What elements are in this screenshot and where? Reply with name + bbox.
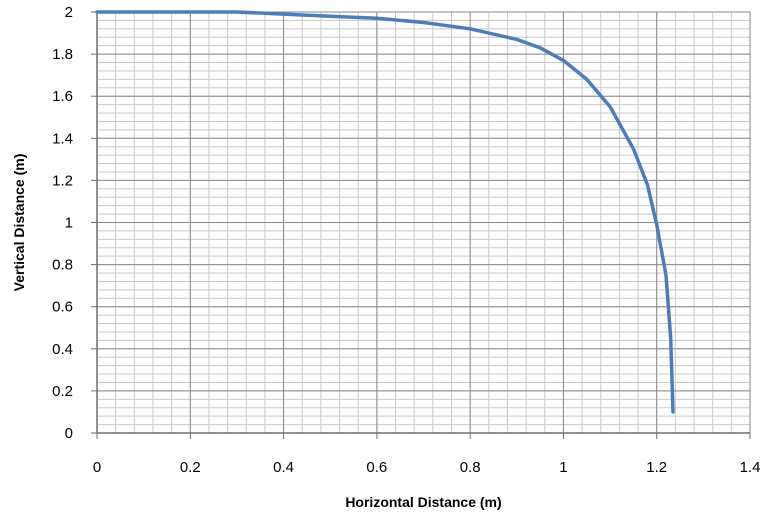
y-tick-label: 1.8	[52, 46, 73, 63]
y-tick-labels: 0 0.2 0.4 0.6 0.8 1 1.2 1.4 1.6 1.8 2	[52, 4, 73, 442]
x-tick-label: 0.4	[273, 459, 294, 476]
x-tick-label: 1.2	[646, 459, 667, 476]
x-tick-labels: 0 0.2 0.4 0.6 0.8 1 1.2 1.4	[93, 459, 761, 476]
x-tick-label: 0	[93, 459, 101, 476]
y-tick-label: 1.6	[52, 88, 73, 105]
y-tick-label: 1.4	[52, 130, 73, 147]
y-axis-title: Vertical Distance (m)	[11, 154, 27, 292]
series-line	[95, 10, 675, 414]
x-tick-label: 1	[559, 459, 567, 476]
y-tick-label: 0	[65, 425, 73, 442]
y-tick-label: 1.2	[52, 172, 73, 189]
x-tick-label: 0.2	[180, 459, 201, 476]
y-tick-label: 0.8	[52, 257, 73, 274]
x-tick-label: 1.4	[740, 459, 761, 476]
x-tick-label: 0.8	[460, 459, 481, 476]
series-layer	[95, 10, 675, 414]
y-tick-label: 0.2	[52, 383, 73, 400]
y-tick-label: 0.4	[52, 341, 73, 358]
axes	[91, 11, 751, 439]
y-tick-label: 1	[65, 215, 73, 232]
major-gridlines	[96, 11, 751, 434]
y-tick-label: 2	[65, 4, 73, 21]
y-tick-label: 0.6	[52, 299, 73, 316]
x-axis-title: Horizontal Distance (m)	[345, 494, 501, 510]
x-tick-label: 0.6	[366, 459, 387, 476]
